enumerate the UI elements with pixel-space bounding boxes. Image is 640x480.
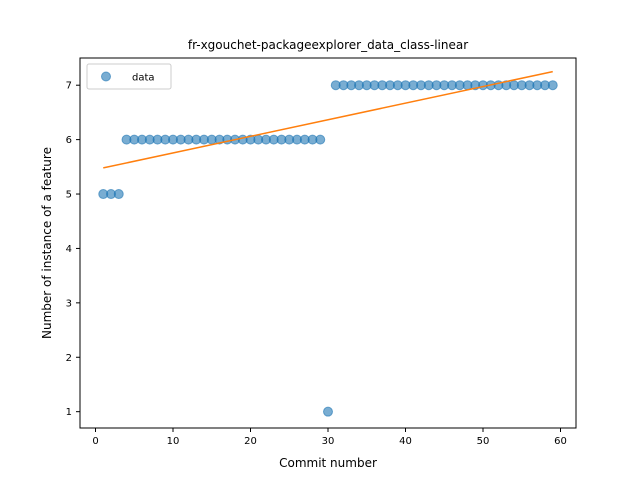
chart-title: fr-xgouchet-packageexplorer_data_class-l…: [188, 38, 468, 52]
x-axis: 0 10 20 30 40 50 60: [92, 428, 567, 447]
data-point: [547, 80, 558, 91]
trend-line: [103, 70, 553, 169]
legend: data: [86, 63, 172, 90]
data-point: [113, 189, 124, 200]
y-tick-label: 5: [66, 190, 72, 201]
y-tick-label: 3: [66, 298, 72, 309]
legend-box: [86, 63, 172, 90]
legend-label-data: data: [132, 73, 155, 84]
y-tick-label: 7: [66, 81, 72, 92]
x-tick-label: 40: [399, 436, 412, 447]
x-tick-label: 50: [477, 436, 490, 447]
data-point: [315, 134, 326, 145]
x-tick-label: 0: [92, 436, 98, 447]
y-tick-label: 6: [66, 135, 72, 146]
legend-marker-data: [101, 71, 111, 82]
y-tick-label: 4: [66, 244, 72, 255]
y-axis: 1 2 3 4 5 6 7: [66, 81, 80, 418]
y-tick-label: 2: [66, 353, 72, 364]
data-point: [323, 406, 333, 417]
x-tick-label: 20: [244, 436, 257, 447]
x-tick-label: 30: [322, 436, 335, 447]
plot-area: [98, 70, 558, 417]
y-axis-label: Number of instance of a feature: [40, 147, 54, 339]
x-tick-label: 10: [167, 436, 180, 447]
x-tick-label: 60: [554, 436, 567, 447]
y-tick-label: 1: [66, 407, 72, 418]
x-axis-label: Commit number: [279, 456, 377, 470]
